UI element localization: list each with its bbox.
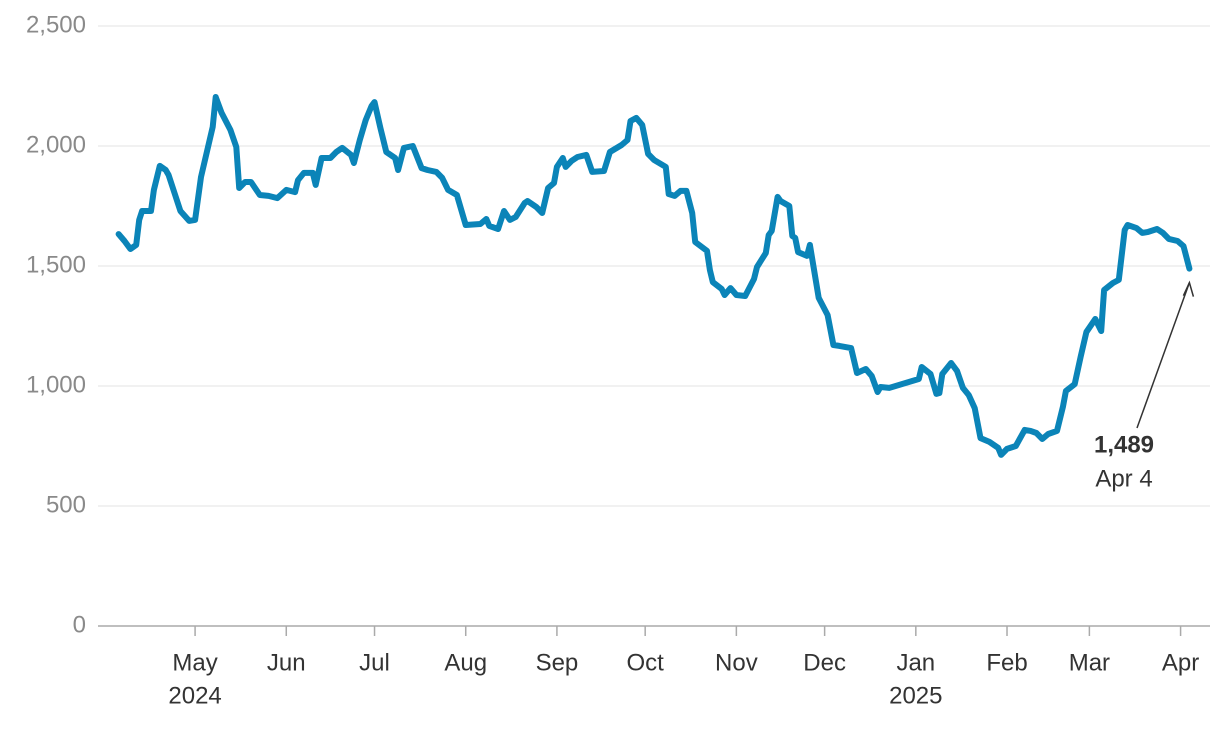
x-tick-label: Apr: [1162, 649, 1199, 676]
year-label: 2025: [889, 682, 942, 709]
x-tick-label: Feb: [986, 649, 1027, 676]
y-tick-label: 1,500: [26, 251, 86, 278]
annotation-arrow: [1136, 282, 1191, 429]
x-tick-label: Nov: [715, 649, 758, 676]
y-tick-label: 2,500: [26, 11, 86, 38]
x-tick-label: Mar: [1069, 649, 1110, 676]
y-tick-label: 1,000: [26, 371, 86, 398]
x-tick-label: Dec: [803, 649, 846, 676]
x-tick-label: May: [172, 649, 217, 676]
data-line: [115, 94, 1193, 458]
x-tick-label: Oct: [627, 649, 665, 676]
y-tick-label: 0: [73, 611, 86, 638]
x-tick-label: Jan: [896, 649, 935, 676]
x-tick-label: Aug: [444, 649, 487, 676]
y-tick-label: 500: [46, 491, 86, 518]
x-tick-label: Jun: [267, 649, 306, 676]
y-tick-label: 2,000: [26, 131, 86, 158]
annotation-arrowhead: [1182, 280, 1195, 297]
x-tick-label: Sep: [536, 649, 579, 676]
annotation-value: 1,489: [1094, 431, 1154, 458]
year-label: 2024: [168, 682, 221, 709]
x-tick-label: Jul: [359, 649, 390, 676]
annotation-date: Apr 4: [1095, 465, 1152, 492]
